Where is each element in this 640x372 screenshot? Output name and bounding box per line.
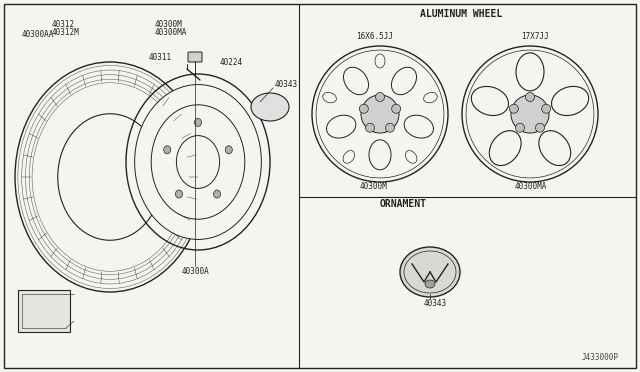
Text: 40312: 40312	[52, 19, 75, 29]
Ellipse shape	[344, 67, 369, 95]
Text: J433000P: J433000P	[582, 353, 618, 362]
Text: 40311: 40311	[148, 52, 172, 61]
Ellipse shape	[214, 190, 221, 198]
Ellipse shape	[195, 118, 202, 126]
Text: 40300A: 40300A	[181, 267, 209, 276]
Ellipse shape	[424, 92, 437, 103]
Text: 40300AA: 40300AA	[22, 29, 54, 38]
Ellipse shape	[405, 151, 417, 163]
Ellipse shape	[400, 247, 460, 297]
Ellipse shape	[392, 67, 417, 95]
Text: 40300MA: 40300MA	[155, 28, 188, 36]
Ellipse shape	[151, 105, 244, 219]
Ellipse shape	[539, 131, 571, 166]
Ellipse shape	[134, 84, 261, 240]
Ellipse shape	[552, 86, 589, 116]
Circle shape	[359, 104, 369, 113]
Text: 40300M: 40300M	[155, 19, 183, 29]
Circle shape	[525, 93, 534, 102]
Circle shape	[365, 123, 374, 132]
Text: 16X6.5JJ: 16X6.5JJ	[356, 32, 394, 41]
Text: 40300M: 40300M	[360, 182, 388, 190]
Circle shape	[541, 104, 550, 113]
Ellipse shape	[404, 115, 433, 138]
Ellipse shape	[471, 86, 509, 116]
Ellipse shape	[58, 114, 163, 240]
FancyBboxPatch shape	[18, 290, 70, 332]
Circle shape	[392, 104, 401, 113]
Circle shape	[536, 123, 545, 132]
Ellipse shape	[175, 190, 182, 198]
Text: 40300MA: 40300MA	[515, 182, 547, 190]
Circle shape	[376, 93, 385, 102]
Ellipse shape	[251, 93, 289, 121]
Text: 40343: 40343	[275, 80, 298, 89]
Ellipse shape	[516, 53, 544, 91]
Ellipse shape	[323, 92, 337, 103]
Text: 40224: 40224	[220, 58, 243, 67]
FancyBboxPatch shape	[188, 52, 202, 62]
Ellipse shape	[425, 280, 435, 288]
Ellipse shape	[375, 54, 385, 68]
Ellipse shape	[164, 146, 171, 154]
Circle shape	[385, 123, 394, 132]
Circle shape	[515, 123, 525, 132]
Ellipse shape	[343, 151, 355, 163]
Ellipse shape	[326, 115, 356, 138]
Text: 17X7JJ: 17X7JJ	[521, 32, 549, 41]
FancyBboxPatch shape	[4, 4, 636, 368]
Circle shape	[511, 95, 549, 133]
Text: ORNAMENT: ORNAMENT	[380, 199, 427, 209]
Text: 40343: 40343	[424, 299, 447, 308]
Text: ALUMINUM WHEEL: ALUMINUM WHEEL	[420, 9, 502, 19]
Circle shape	[509, 104, 518, 113]
Ellipse shape	[225, 146, 232, 154]
Text: 40312M: 40312M	[52, 28, 80, 36]
Ellipse shape	[369, 140, 391, 170]
Ellipse shape	[490, 131, 521, 166]
Circle shape	[361, 95, 399, 133]
